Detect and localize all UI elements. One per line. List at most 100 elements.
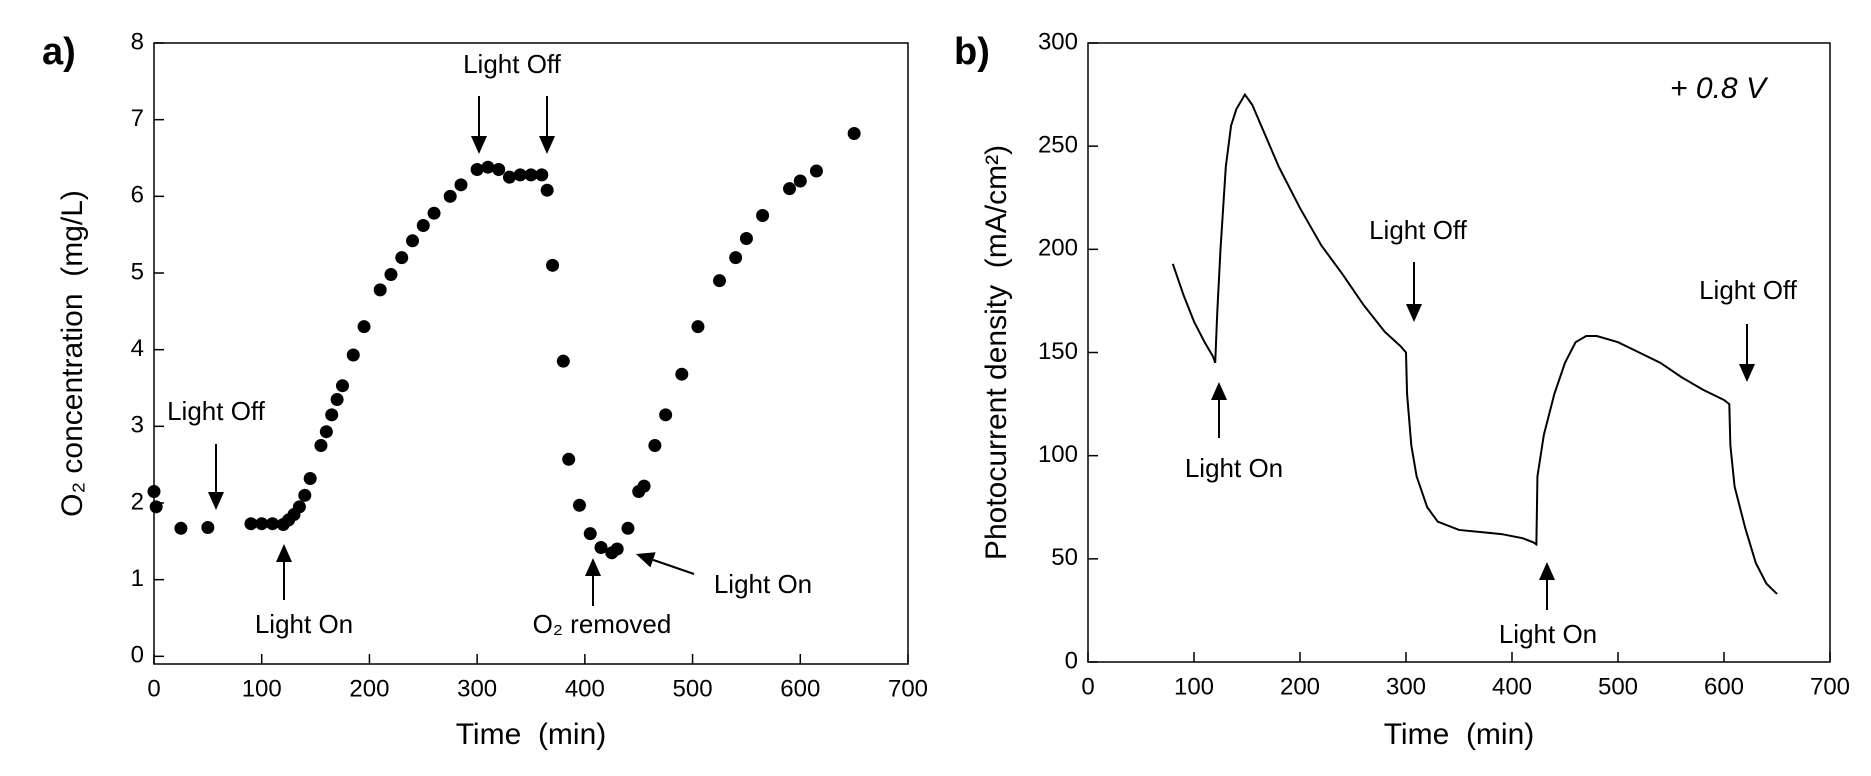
data-point — [454, 178, 468, 192]
data-point — [265, 517, 279, 531]
annotation: Light Off — [167, 396, 266, 426]
data-point — [691, 320, 705, 334]
data-point — [373, 283, 387, 297]
y-tick-label: 100 — [1038, 441, 1078, 468]
data-point — [416, 218, 430, 232]
data-point — [594, 540, 608, 554]
y-tick-label: 300 — [1038, 28, 1078, 55]
data-point — [809, 164, 823, 178]
x-tick-label: 0 — [147, 675, 160, 702]
plot-frame — [153, 42, 909, 665]
data-point — [443, 189, 457, 203]
arrow-head — [471, 136, 487, 154]
arrow-head — [636, 552, 656, 568]
arrow-head — [208, 492, 224, 510]
data-line — [1171, 92, 1778, 595]
data-point — [255, 517, 269, 531]
annotation-arrow — [652, 558, 695, 575]
data-point — [637, 479, 651, 493]
y-tick-label: 0 — [131, 642, 144, 669]
annotation: Light On — [1499, 619, 1597, 649]
data-point — [406, 234, 420, 248]
annotation: Light On — [714, 569, 812, 599]
x-axis-title: Time (min) — [456, 718, 607, 751]
arrow-head — [1211, 382, 1227, 400]
x-tick-label: 600 — [1704, 673, 1744, 700]
data-point — [546, 258, 560, 272]
data-point — [675, 367, 689, 381]
x-tick-label: 500 — [673, 675, 713, 702]
x-tick-label: 200 — [1280, 673, 1320, 700]
x-axis-title: Time (min) — [1384, 718, 1535, 751]
data-point — [357, 320, 371, 334]
arrow-head — [276, 544, 292, 562]
data-point — [298, 488, 312, 502]
data-point — [174, 521, 188, 535]
data-point — [303, 471, 317, 485]
data-point — [149, 500, 163, 514]
x-tick-label: 100 — [1174, 673, 1214, 700]
data-point — [572, 498, 586, 512]
data-point — [292, 500, 306, 514]
data-point — [847, 126, 861, 140]
y-axis-title: O₂ concentration (mg/L) — [56, 190, 89, 517]
data-point — [395, 251, 409, 265]
data-point — [319, 425, 333, 439]
data-point — [330, 393, 344, 406]
data-point — [713, 274, 726, 288]
y-tick-label: 5 — [131, 258, 144, 285]
x-tick-label: 100 — [242, 675, 282, 702]
data-point — [384, 268, 398, 282]
y-tick-label: 7 — [131, 105, 144, 132]
arrow-head — [1406, 304, 1422, 322]
data-point — [535, 168, 549, 182]
y-tick-label: 3 — [131, 412, 144, 439]
y-tick-label: 2 — [131, 488, 144, 515]
arrow-head — [1739, 364, 1755, 382]
data-point — [583, 527, 597, 541]
data-point — [540, 183, 554, 197]
annotation: + 0.8 V — [1670, 72, 1769, 105]
data-point — [524, 168, 538, 182]
arrow-head — [1539, 562, 1555, 580]
y-tick-label: 200 — [1038, 235, 1078, 262]
panel-label: a) — [42, 31, 76, 73]
x-tick-label: 500 — [1598, 673, 1638, 700]
x-tick-label: 700 — [1810, 673, 1850, 700]
data-point — [562, 452, 576, 466]
annotation: O₂ removed — [533, 609, 672, 639]
x-tick-label: 200 — [349, 675, 389, 702]
annotation: Light On — [1185, 453, 1283, 483]
x-tick-label: 600 — [780, 675, 820, 702]
data-point — [648, 439, 662, 452]
data-point — [513, 168, 527, 182]
data-point — [201, 521, 215, 535]
annotation: Light Off — [1369, 215, 1468, 245]
y-tick-label: 4 — [131, 335, 144, 362]
arrow-head — [539, 136, 555, 154]
x-tick-label: 700 — [888, 675, 928, 702]
y-tick-label: 8 — [131, 28, 144, 55]
data-point — [659, 408, 673, 422]
data-point — [244, 517, 258, 531]
data-point — [470, 163, 484, 176]
y-tick-label: 50 — [1051, 544, 1078, 571]
annotation: Light Off — [1699, 275, 1798, 305]
data-point — [314, 439, 328, 452]
data-point — [729, 251, 743, 265]
x-tick-label: 400 — [565, 675, 605, 702]
panel-label: b) — [954, 31, 990, 73]
annotation: Light On — [255, 609, 353, 639]
plot-frame — [1087, 42, 1831, 663]
data-point — [336, 379, 349, 393]
y-axis-title: Photocurrent density (mA/cm²) — [980, 145, 1013, 560]
y-tick-label: 250 — [1038, 132, 1078, 159]
data-point — [427, 206, 441, 220]
data-point — [739, 232, 753, 245]
data-point — [793, 174, 807, 188]
data-point — [556, 354, 570, 368]
data-point — [346, 348, 360, 362]
x-tick-label: 300 — [457, 675, 497, 702]
data-point — [481, 160, 495, 174]
